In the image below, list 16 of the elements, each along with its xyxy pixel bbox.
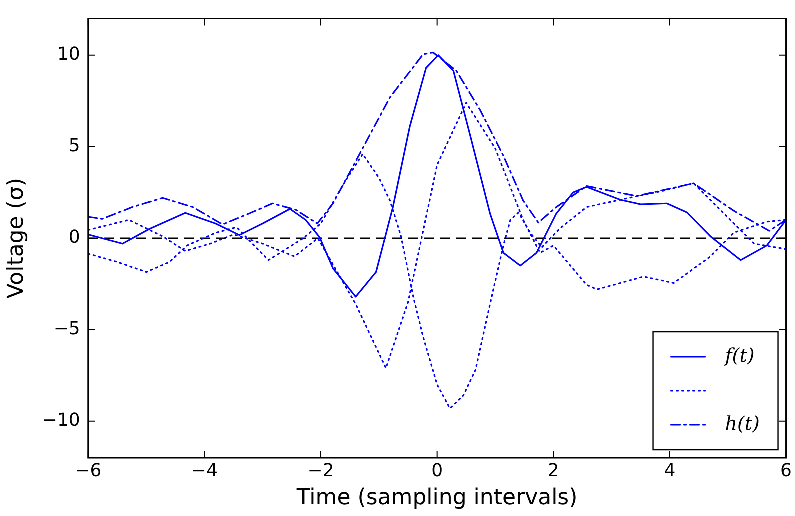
legend-label: h(t) xyxy=(725,412,760,435)
x-axis-title: Time (sampling intervals) xyxy=(296,486,578,511)
x-tick-label: 2 xyxy=(548,460,560,482)
legend-label: f(t) xyxy=(723,344,755,367)
y-tick-label: −5 xyxy=(54,318,80,340)
x-tick-label: −2 xyxy=(308,460,334,482)
y-tick-label: 10 xyxy=(57,44,80,66)
y-tick-label: 5 xyxy=(68,136,80,157)
y-tick-label: 0 xyxy=(68,227,80,248)
y-axis-title: Voltage (σ) xyxy=(4,178,29,299)
x-tick-label: 6 xyxy=(780,460,792,482)
x-tick-label: −4 xyxy=(191,460,218,482)
x-tick-label: −6 xyxy=(75,460,102,482)
x-tick-label: 0 xyxy=(432,460,444,482)
y-tick-label: −10 xyxy=(42,410,80,432)
x-tick-label: 4 xyxy=(664,460,676,482)
